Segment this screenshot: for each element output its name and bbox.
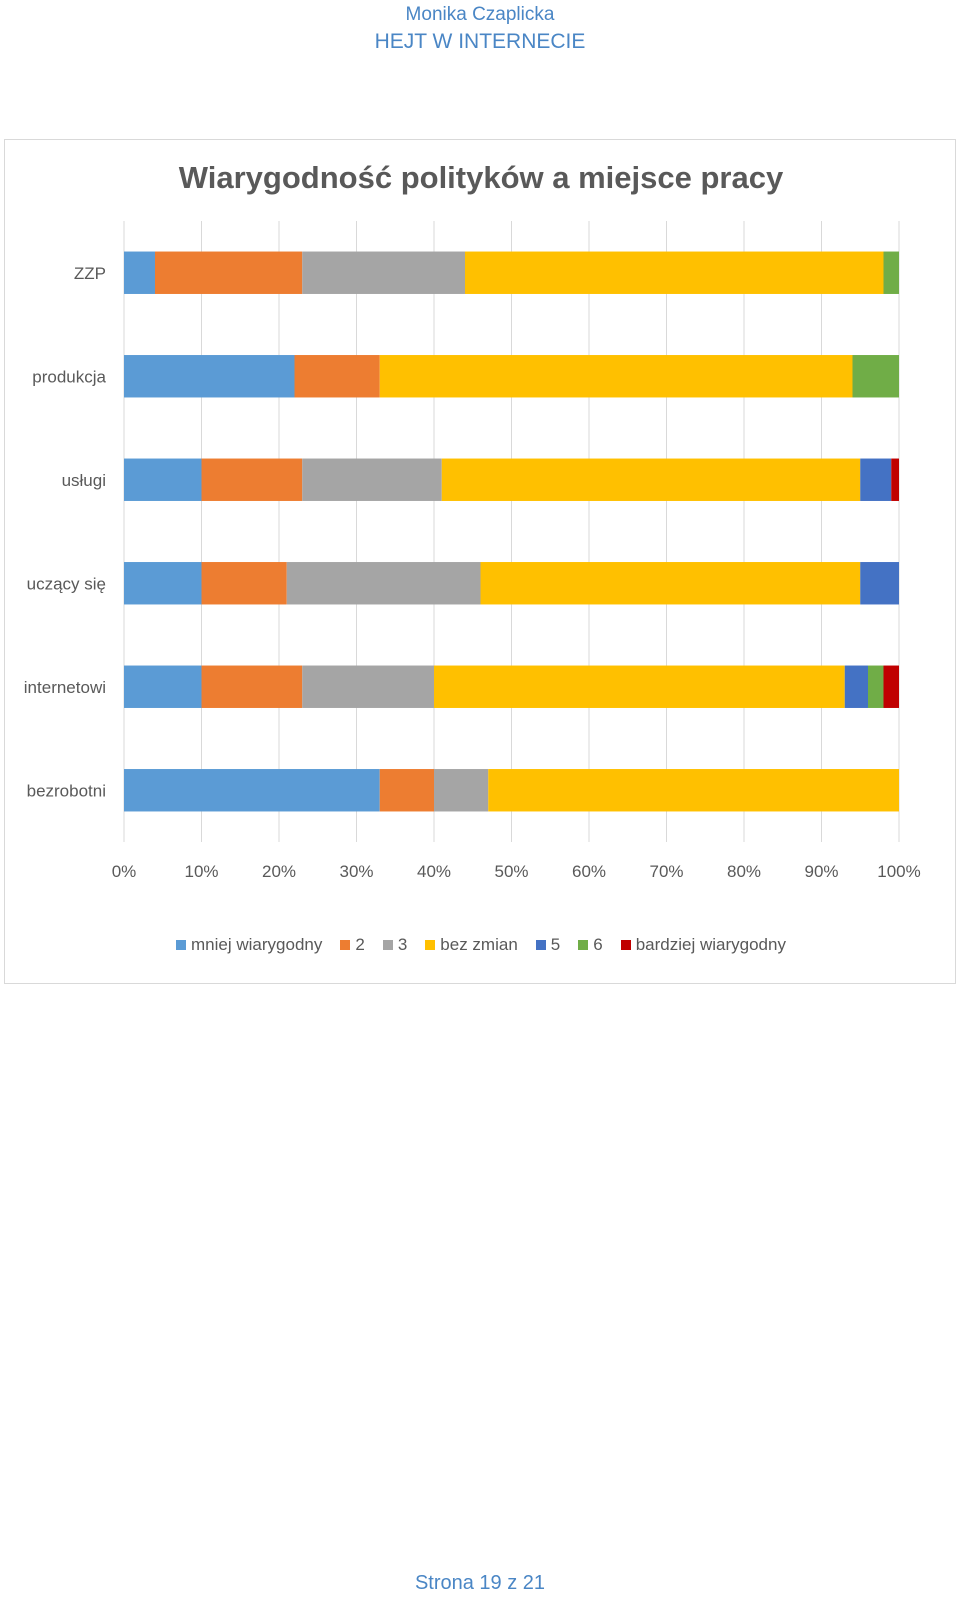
bar-segment <box>868 665 884 708</box>
y-category-label: ZZP <box>74 264 106 283</box>
chart-container: Wiarygodność polityków a miejsce pracy 0… <box>4 139 956 984</box>
bar-segment <box>891 458 899 501</box>
bar-segment <box>860 458 892 501</box>
document-title: HEJT W INTERNECIE <box>374 30 586 53</box>
bar-segment <box>124 355 295 398</box>
legend-item: 6 <box>578 935 603 955</box>
bar-segment <box>201 665 303 708</box>
author-name: Monika Czaplicka <box>405 4 555 25</box>
bar-segment <box>201 562 287 605</box>
y-category-label: produkcja <box>32 367 106 386</box>
legend-swatch <box>382 940 393 950</box>
chart-title: Wiarygodność polityków a miejsce pracy <box>178 160 784 195</box>
legend-swatch <box>578 940 589 950</box>
legend-label: bardziej wiarygodny <box>635 935 786 954</box>
x-tick-label: 70% <box>649 862 683 881</box>
legend-label: 2 <box>355 935 365 954</box>
legend-label: 6 <box>593 935 603 954</box>
y-category-label: usługi <box>62 471 106 490</box>
bar-segment <box>883 251 899 294</box>
x-tick-label: 0% <box>112 862 137 881</box>
page-number: Strona 19 z 21 <box>414 1572 546 1594</box>
bar-segment <box>852 355 899 398</box>
chart-legend: mniej wiarygodny 2 3 bez zmian 5 6 bardziej wi… <box>5 935 957 955</box>
bar-segment <box>480 562 861 605</box>
legend-label: bez zmian <box>440 935 518 954</box>
legend-swatch <box>340 940 351 950</box>
x-tick-label: 60% <box>572 862 606 881</box>
legend-swatch <box>176 940 187 950</box>
bar-segment <box>379 769 434 812</box>
bar-segment <box>302 458 442 501</box>
x-tick-label: 100% <box>877 862 920 881</box>
bar-segment <box>488 769 899 812</box>
legend-label: 5 <box>550 935 561 954</box>
bar-segment <box>434 769 489 812</box>
legend-swatch <box>425 940 436 950</box>
legend-swatch <box>620 940 631 950</box>
legend-item: bez zmian <box>425 935 518 955</box>
bar-segment <box>302 251 465 294</box>
legend-item: bardziej wiarygodny <box>620 935 786 955</box>
legend-swatch <box>535 940 546 950</box>
bar-segment <box>294 355 380 398</box>
bar-segment <box>465 251 884 294</box>
y-category-label: internetowi <box>24 678 106 697</box>
bar-segment <box>124 458 202 501</box>
legend-item: 3 <box>382 935 408 955</box>
bar-segment <box>441 458 861 501</box>
bar-segment <box>124 251 155 294</box>
bar-segment <box>286 562 481 605</box>
bar-segment <box>155 251 303 294</box>
bar-segment <box>844 665 868 708</box>
legend-item: mniej wiarygodny <box>176 935 322 955</box>
legend-label: mniej wiarygodny <box>191 935 323 954</box>
legend-label: 3 <box>397 935 408 954</box>
x-tick-label: 30% <box>339 862 373 881</box>
legend-item: 2 <box>340 935 365 955</box>
x-tick-label: 50% <box>494 862 528 881</box>
y-category-label: uczący się <box>27 574 106 593</box>
bar-segment <box>201 458 303 501</box>
bar-segment <box>434 665 845 708</box>
bar-segment <box>379 355 853 398</box>
bar-segment <box>124 769 380 812</box>
x-tick-label: 20% <box>262 862 296 881</box>
bar-segment <box>124 665 202 708</box>
bar-chart-plot: 0% 10% 20% 30% 40% 50% 60% 70% 80% 90% 100% ZZP prod… <box>24 221 921 881</box>
bar-segment <box>883 665 899 708</box>
x-tick-label: 10% <box>184 862 218 881</box>
x-tick-label: 90% <box>804 862 838 881</box>
legend-item: 5 <box>535 935 561 955</box>
x-tick-label: 80% <box>727 862 761 881</box>
bar-segment <box>860 562 899 605</box>
bar-segment <box>302 665 434 708</box>
bar-segment <box>124 562 202 605</box>
y-category-label: bezrobotni <box>27 781 106 800</box>
x-tick-label: 40% <box>417 862 451 881</box>
